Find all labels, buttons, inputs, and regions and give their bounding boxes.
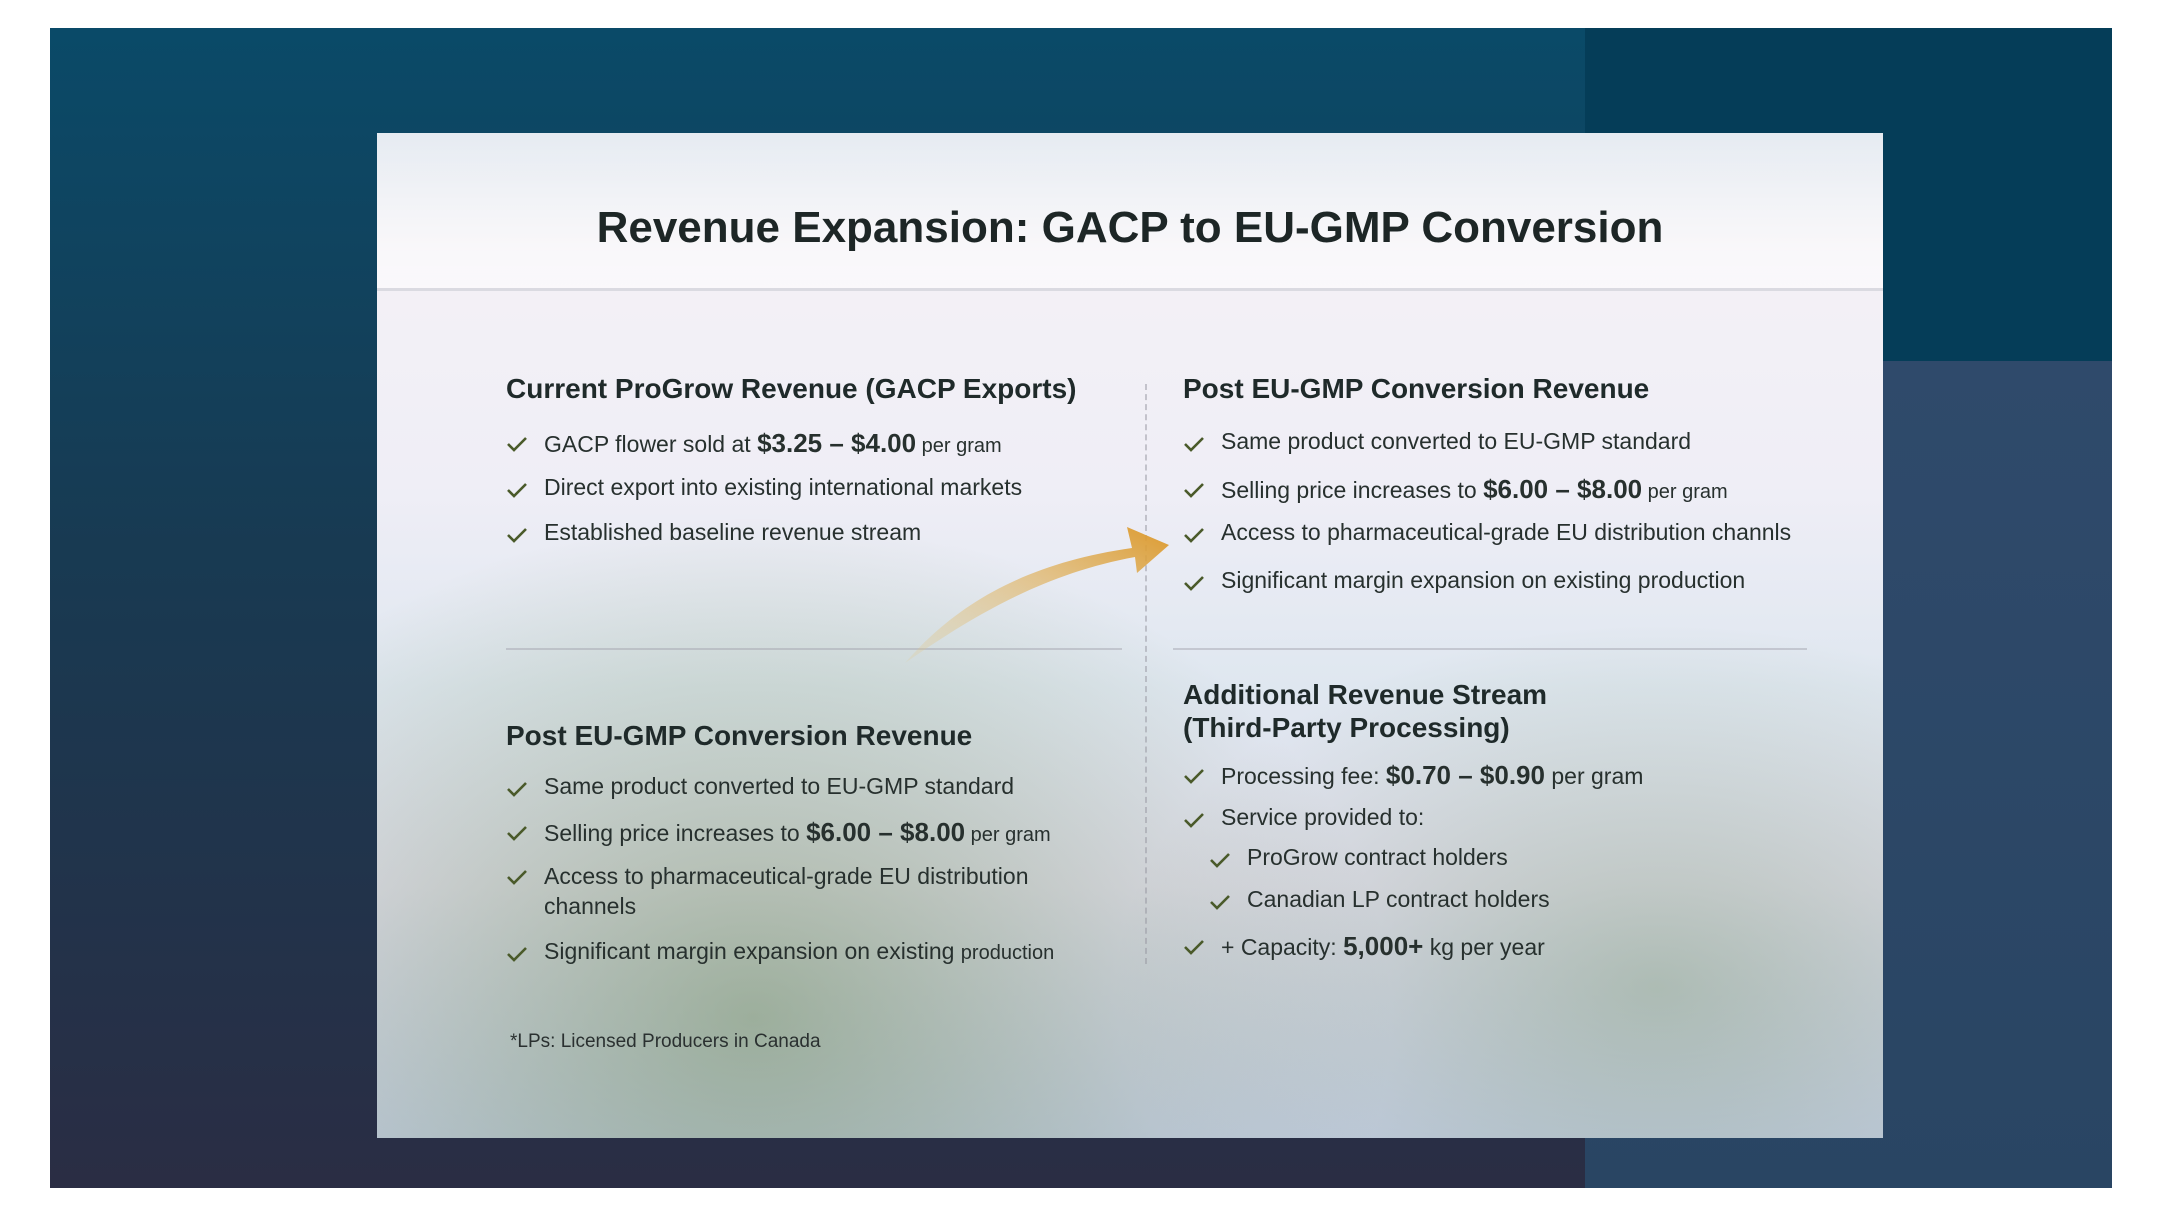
bullet-item: Selling price increases to $6.00 – $8.00… <box>544 817 1051 848</box>
section-heading: Current ProGrow Revenue (GACP Exports) <box>506 373 1077 404</box>
check-icon <box>507 870 527 885</box>
section-heading: Post EU-GMP Conversion Revenue <box>506 720 973 751</box>
bullet-item: Selling price increases to $6.00 – $8.00… <box>1221 474 1728 505</box>
item-text: Established baseline revenue stream <box>544 519 922 545</box>
bullet-item: Canadian LP contract holders <box>1247 886 1550 913</box>
item-text: + Capacity: <box>1221 934 1344 960</box>
item-text: Processing fee: <box>1221 763 1386 789</box>
bullet-item: Same product converted to EU-GMP standar… <box>1221 428 1691 455</box>
item-text: Direct export into existing internationa… <box>544 474 1023 500</box>
check-icon <box>1210 895 1230 910</box>
price: $3.25 – $4.00 <box>757 428 917 458</box>
item-text: kg per year <box>1423 934 1545 960</box>
check-icon <box>507 528 527 543</box>
price: $6.00 – $8.00 <box>1483 474 1643 504</box>
check-icon <box>1184 437 1204 452</box>
check-icon <box>1184 528 1204 543</box>
divider <box>1145 384 1147 964</box>
check-icon <box>507 483 527 498</box>
frame: Revenue Expansion: GACP to EU-GMP Conver… <box>50 28 2112 1188</box>
bullet-item: Same product converted to EU-GMP standar… <box>544 773 1014 800</box>
check-icon <box>1184 483 1204 498</box>
bullet-item: Processing fee: $0.70 – $0.90 per gram <box>1221 760 1643 791</box>
item-text: Service provided to: <box>1221 804 1425 830</box>
bullet-item: Access to pharmaceutical-grade EU distri… <box>1221 519 1791 546</box>
item-text: per gram <box>916 435 1002 457</box>
item-text: per gram <box>1642 481 1728 503</box>
title-band <box>377 133 1883 291</box>
slide: Revenue Expansion: GACP to EU-GMP Conver… <box>377 133 1883 1138</box>
check-icon <box>1210 853 1230 868</box>
item-text: ProGrow contract holders <box>1247 844 1508 870</box>
check-icon <box>1184 813 1204 828</box>
section-heading: Additional Revenue Stream <box>1183 679 1548 710</box>
divider <box>506 648 1122 650</box>
bullet-item: Established baseline revenue stream <box>544 519 921 546</box>
bullet-item: Significant margin expansion on existing… <box>1221 567 1745 594</box>
check-icon <box>1184 769 1204 784</box>
item-text: GACP flower sold at <box>544 431 758 457</box>
item-text: Access to pharmaceutical-grade EU distri… <box>544 863 1029 919</box>
item-text: production <box>960 942 1055 964</box>
bullet-item: Access to pharmaceutical-grade EU distri… <box>544 861 1104 921</box>
price: $6.00 – $8.00 <box>806 817 966 847</box>
arrow <box>905 527 1169 663</box>
section-heading: (Third-Party Processing) <box>1183 712 1510 743</box>
item-text: per gram <box>1544 763 1644 789</box>
check-icon <box>1184 940 1204 955</box>
bullet-item: Significant margin expansion on existing… <box>544 938 1054 965</box>
item-text: Selling price increases to <box>544 820 807 846</box>
item-text: Significant margin expansion on existing <box>544 938 961 964</box>
bullet-item: Service provided to: <box>1221 804 1424 831</box>
item-text: Same product converted to EU-GMP standar… <box>544 773 1015 799</box>
item-text: Canadian LP contract holders <box>1247 886 1550 912</box>
item-text: Access to pharmaceutical-grade EU distri… <box>1221 519 1792 545</box>
title: Revenue Expansion: GACP to EU-GMP Conver… <box>596 203 1664 252</box>
check-icon <box>507 437 527 452</box>
check-icon <box>507 782 527 797</box>
divider <box>1173 648 1807 650</box>
section-heading: Post EU-GMP Conversion Revenue <box>1183 373 1650 404</box>
check-icon <box>507 826 527 841</box>
bullet-item: GACP flower sold at $3.25 – $4.00 per gr… <box>544 428 1002 459</box>
footnote: *LPs: Licensed Producers in Canada <box>510 1031 821 1052</box>
bullet-item: + Capacity: 5,000+ kg per year <box>1221 931 1545 962</box>
item-text: per gram <box>965 824 1051 846</box>
check-icon <box>1184 576 1204 591</box>
item-text: Same product converted to EU-GMP standar… <box>1221 428 1692 454</box>
bullet-item: Direct export into existing internationa… <box>544 474 1022 501</box>
bullet-item: ProGrow contract holders <box>1247 844 1508 871</box>
price: $0.70 – $0.90 <box>1385 760 1545 790</box>
price: 5,000+ <box>1343 931 1424 961</box>
item-text: Significant margin expansion on existing… <box>1221 567 1746 593</box>
item-text: Selling price increases to <box>1221 477 1484 503</box>
check-icon <box>507 947 527 962</box>
